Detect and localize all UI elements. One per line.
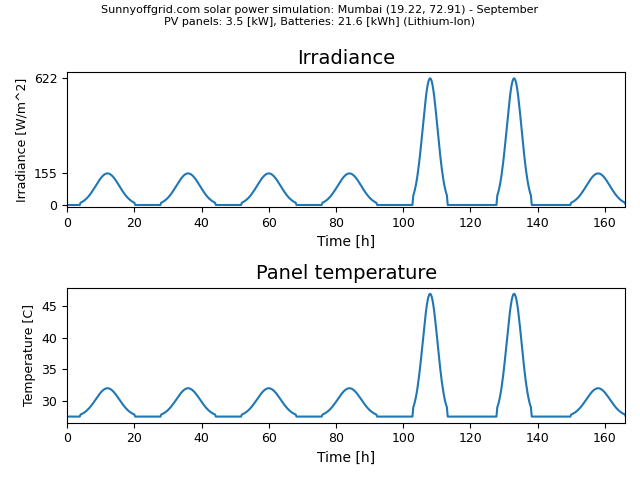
Title: Irradiance: Irradiance — [297, 48, 395, 68]
Text: Sunnyoffgrid.com solar power simulation: Mumbai (19.22, 72.91) - September: Sunnyoffgrid.com solar power simulation:… — [101, 5, 539, 15]
Text: PV panels: 3.5 [kW], Batteries: 21.6 [kWh] (Lithium-Ion): PV panels: 3.5 [kW], Batteries: 21.6 [kW… — [164, 17, 476, 27]
X-axis label: Time [h]: Time [h] — [317, 235, 375, 249]
Y-axis label: Temperature [C]: Temperature [C] — [23, 304, 36, 406]
Y-axis label: Irradiance [W/m^2]: Irradiance [W/m^2] — [15, 77, 28, 202]
Title: Panel temperature: Panel temperature — [255, 264, 436, 283]
X-axis label: Time [h]: Time [h] — [317, 451, 375, 465]
